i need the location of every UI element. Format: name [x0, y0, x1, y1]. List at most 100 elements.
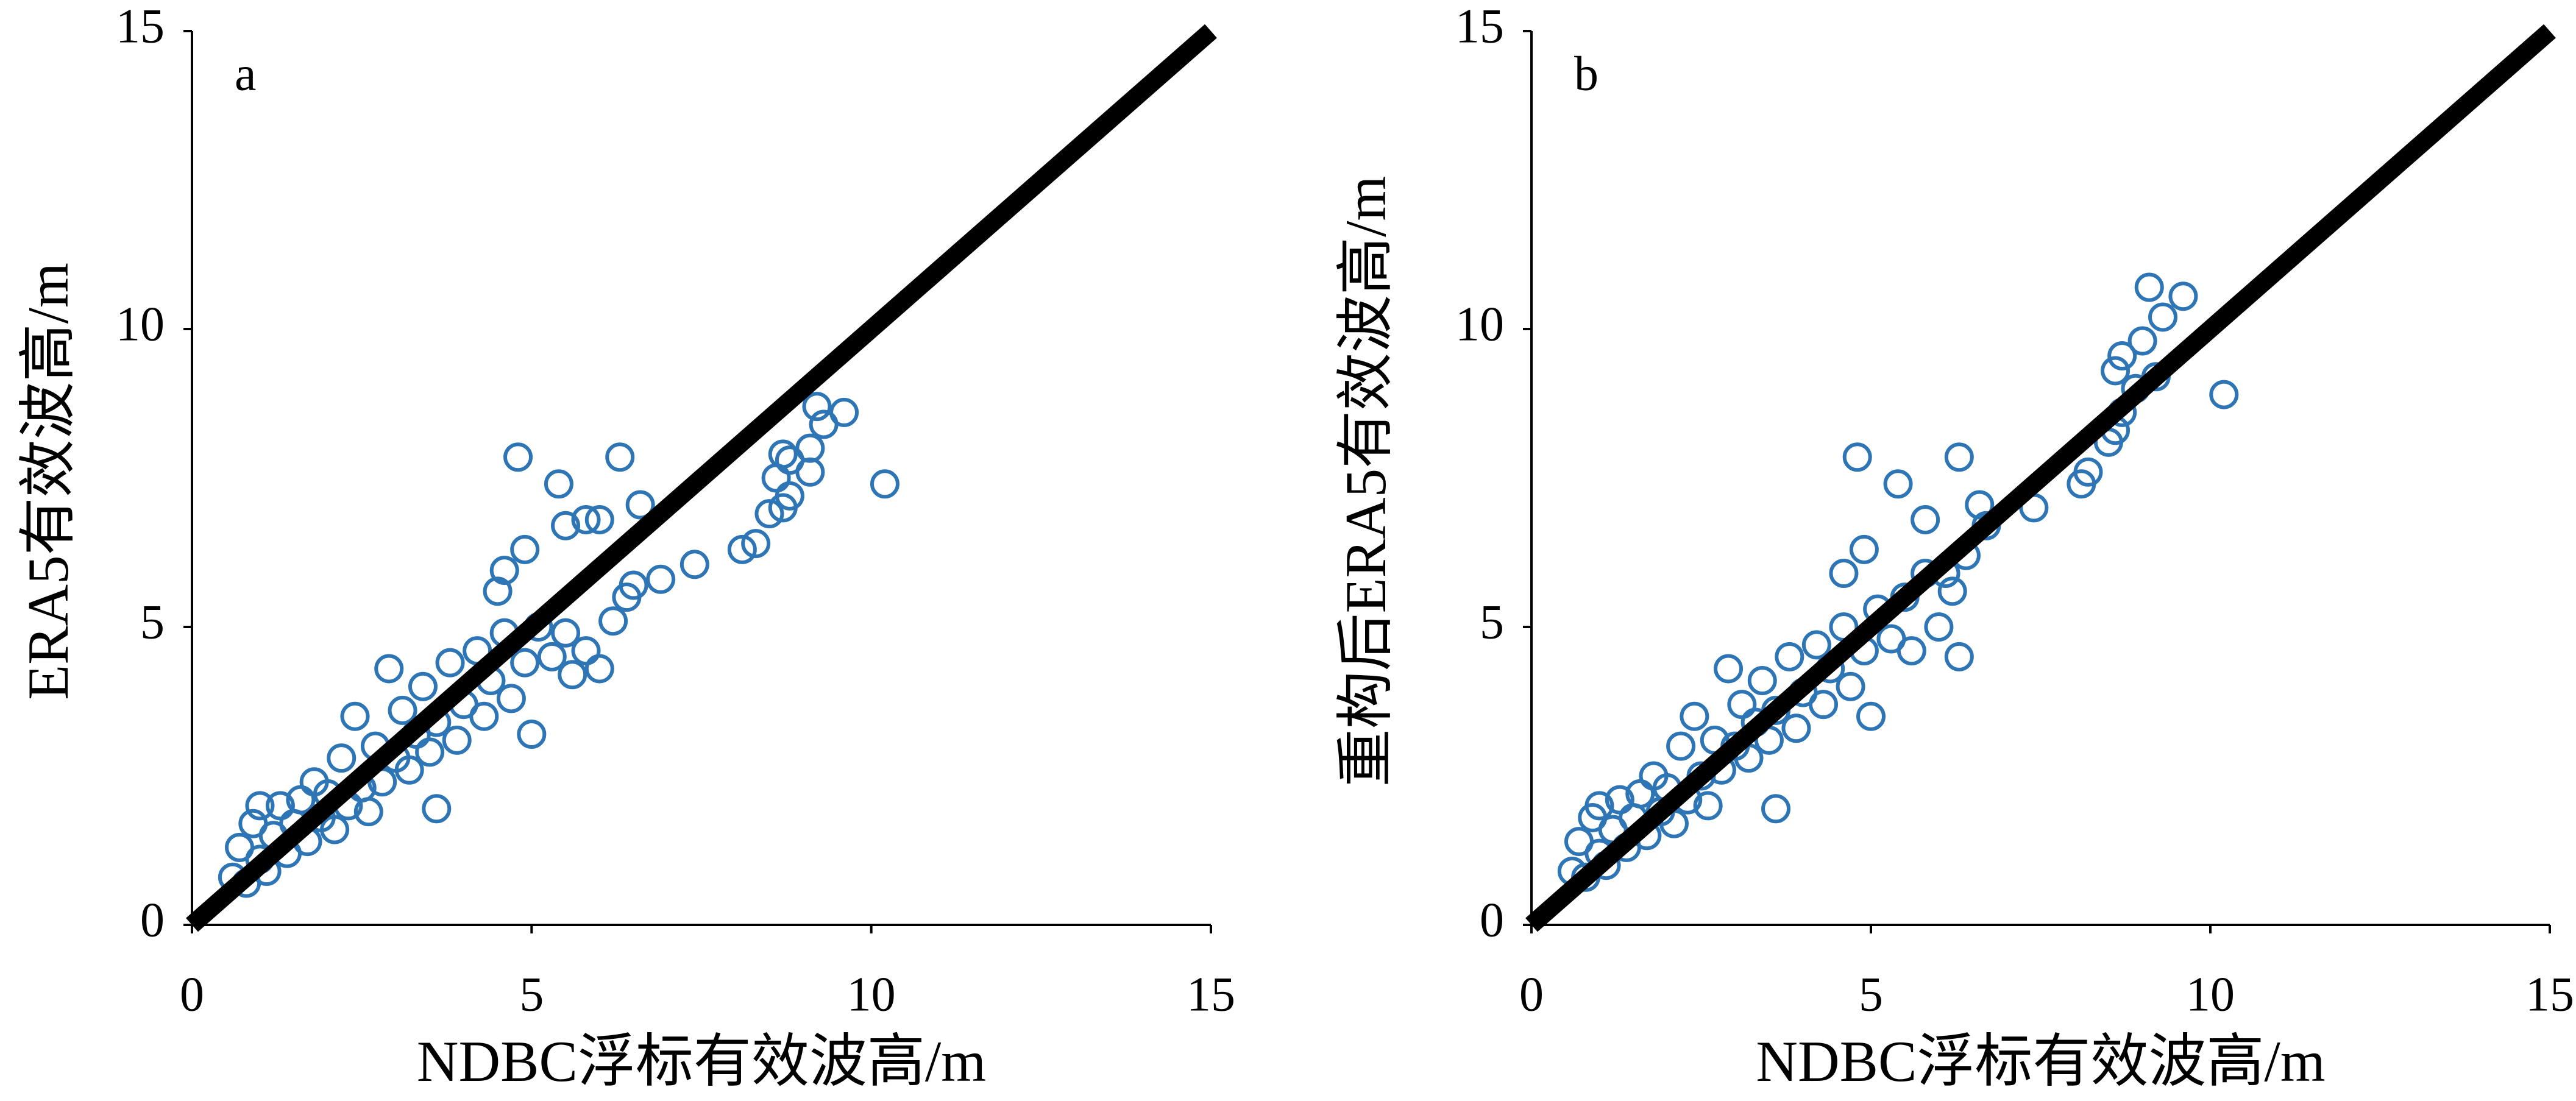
point [768, 493, 798, 523]
point [374, 654, 404, 684]
point [761, 463, 791, 493]
point [394, 755, 424, 785]
point [469, 701, 499, 731]
point [1829, 558, 1859, 588]
point [1775, 642, 1804, 671]
point [1897, 636, 1926, 666]
point [327, 743, 357, 773]
point [558, 660, 587, 690]
y-axis-title: ERA5有效波高/m [16, 263, 80, 700]
point [1937, 576, 1967, 606]
point [1801, 630, 1831, 660]
point [1584, 791, 1614, 821]
point [1809, 690, 1839, 720]
point [2209, 380, 2239, 409]
y-tick-label: 0 [140, 893, 165, 947]
y-tick-label: 0 [1480, 893, 1504, 947]
point [571, 636, 601, 666]
point [679, 550, 709, 579]
point [1666, 731, 1696, 761]
point [1849, 534, 1879, 564]
point [2107, 341, 2137, 371]
point [612, 582, 642, 612]
point [2101, 356, 2131, 386]
point [584, 654, 614, 684]
y-tick-label: 10 [116, 297, 165, 351]
point [870, 469, 899, 499]
x-tick-label: 10 [2186, 968, 2235, 1021]
point [489, 556, 519, 586]
point [517, 720, 547, 749]
point [1727, 690, 1757, 720]
point [2073, 457, 2103, 487]
point [727, 534, 757, 564]
point [795, 433, 825, 463]
point [1836, 671, 1865, 701]
point [1965, 490, 1995, 520]
point [483, 576, 513, 606]
point [2148, 302, 2178, 332]
y-tick-label: 15 [1455, 0, 1504, 53]
point [598, 606, 628, 636]
point [2134, 272, 2164, 302]
point [353, 797, 383, 827]
point [415, 737, 445, 767]
point [245, 791, 275, 821]
panel-label: b [1574, 47, 1598, 101]
point [503, 442, 533, 472]
point [435, 648, 465, 678]
point [408, 671, 438, 701]
point [551, 511, 581, 540]
point [1924, 612, 1954, 642]
panel-label: a [235, 47, 257, 101]
point [1856, 701, 1886, 731]
reference-line [186, 24, 1217, 932]
point [537, 642, 567, 671]
x-axis-title: NDBC浮标有效波高/m [1756, 1029, 2325, 1094]
x-tick-label: 15 [1187, 968, 1235, 1021]
x-tick-label: 5 [1859, 968, 1883, 1021]
y-tick-label: 10 [1455, 297, 1504, 351]
point [571, 504, 601, 534]
point [2127, 326, 2157, 356]
point [320, 815, 350, 844]
point [496, 684, 526, 713]
point [1842, 442, 1872, 472]
point [768, 439, 798, 469]
point [1693, 791, 1723, 821]
point [510, 648, 540, 678]
point [584, 504, 614, 534]
point [340, 701, 370, 731]
y-axis-title: 重构后ERA5有效波高/m [1333, 176, 1398, 787]
point [544, 469, 573, 499]
point [802, 392, 832, 422]
y-tick-label: 5 [1480, 595, 1504, 649]
point [551, 618, 581, 648]
x-tick-label: 15 [2525, 968, 2574, 1021]
x-tick-label: 5 [519, 968, 544, 1021]
point [795, 457, 825, 487]
point [388, 695, 417, 725]
point [1883, 469, 1913, 499]
point [646, 564, 676, 594]
reference-line [1525, 24, 2556, 932]
x-tick-label: 0 [180, 968, 204, 1021]
point [625, 490, 655, 520]
point [605, 442, 635, 472]
point [1747, 666, 1777, 696]
point [442, 725, 472, 755]
point [1911, 504, 1940, 534]
y-tick-label: 5 [140, 595, 165, 649]
point [1944, 642, 1974, 671]
x-tick-label: 0 [1519, 968, 1544, 1021]
x-tick-label: 10 [847, 968, 896, 1021]
point [1781, 713, 1811, 743]
point [741, 529, 771, 559]
point [809, 409, 839, 439]
point [2168, 281, 2198, 311]
point [1714, 654, 1744, 684]
point [754, 499, 784, 529]
point [422, 794, 452, 824]
point [510, 534, 540, 564]
